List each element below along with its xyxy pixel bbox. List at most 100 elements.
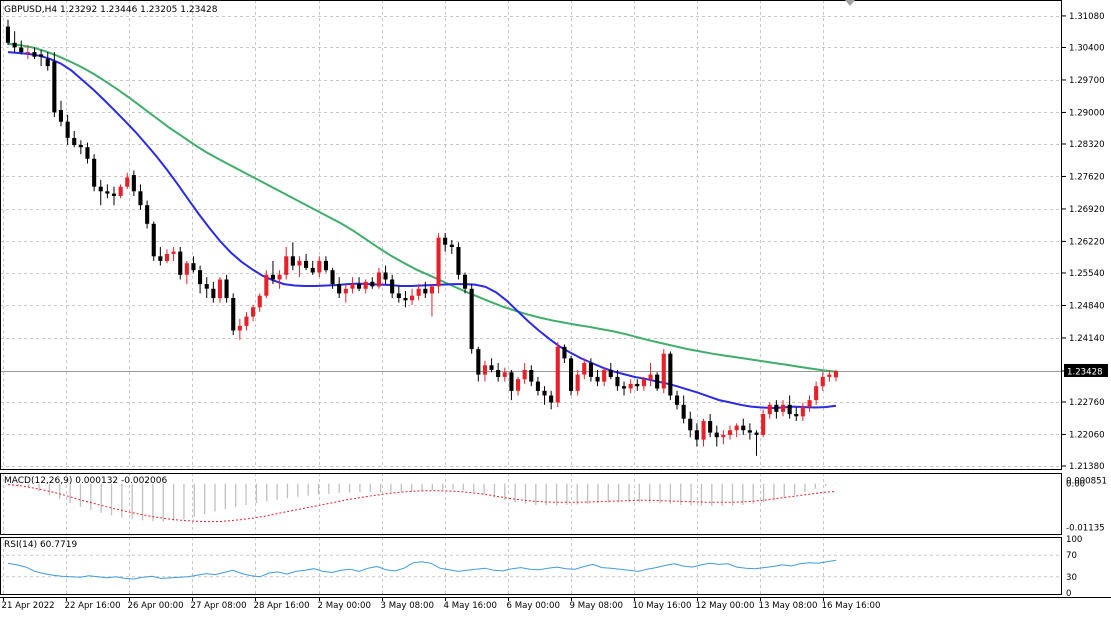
candle-body [125,177,130,187]
candle-body [575,374,580,391]
candle [641,376,646,391]
candle [403,291,408,308]
candle-body [284,256,289,275]
candle [72,130,77,148]
candles [5,19,838,456]
slow-moving-average-line [7,42,837,373]
candle [198,265,203,294]
candle-body [734,425,739,431]
price-tick-label: 1.21380 [1069,462,1105,472]
candle [827,369,832,382]
candle [111,186,116,206]
candle-body [747,430,752,433]
candle-body [694,430,699,440]
candle-body [681,404,686,419]
candle [237,318,242,340]
rsi-tick-label: 100 [1066,535,1082,545]
candle-body [588,363,593,377]
candle [794,407,799,421]
time-tick-label: 9 May 08:00 [570,601,623,611]
rsi-tick-label: 0 [1066,589,1071,599]
fast-moving-average-line [7,51,837,410]
rsi-panel [0,554,1062,580]
candle-body [111,193,116,196]
candle-body [721,434,726,438]
candle-body [25,52,30,54]
candle-body [820,376,825,387]
candle-body [489,365,494,370]
candle-body [138,191,143,206]
candle-body [383,272,388,280]
candle [774,400,779,419]
candle-body [277,274,282,280]
current-price-box [1064,363,1108,377]
candle [45,52,50,71]
price-panel-title: GBPUSD,H4 1.23292 1.23446 1.23205 1.2342… [4,5,218,15]
candle [138,184,143,210]
candle-body [158,256,163,261]
candle-body [741,425,746,431]
time-tick-label: 10 May 16:00 [633,601,692,611]
candle-body [151,223,156,257]
candle [5,19,10,46]
candle [675,390,680,410]
candle-body [701,421,706,440]
candle [608,362,613,380]
candle [529,365,534,387]
candle [681,395,686,424]
candle-body [529,370,534,382]
candle [330,267,335,289]
candle [655,372,660,391]
price-axis: 1.31080 1.30400 1.29700 1.29000 1.28320 1.276… [1062,12,1108,472]
candle-body [641,379,646,387]
candle-body [211,288,216,299]
candle [158,246,163,266]
candle [343,284,348,303]
candle [217,277,222,303]
candle-body [164,254,169,261]
rsi-line [7,559,837,580]
candle-body [304,260,309,268]
candle-body [357,284,362,289]
candle [582,358,587,380]
candle [191,256,196,273]
rsi-tick-label: 30 [1066,573,1077,583]
candle [463,272,468,294]
time-tick-label: 12 May 00:00 [696,601,755,611]
candle [714,425,719,447]
candle [337,277,342,299]
candle-body [787,404,792,415]
candle-body [237,325,242,331]
candle-body [65,121,70,138]
candle-body [761,414,766,435]
candle [814,381,819,405]
candle-body [257,295,262,308]
price-tick-label: 1.22760 [1069,398,1105,408]
panel-border [0,537,1062,595]
candle [807,395,812,412]
candle [290,242,295,271]
candle-body [443,237,448,245]
candle [767,402,772,419]
candle-body [562,346,567,359]
candle-body [343,288,348,294]
candle [615,369,620,391]
candle [820,372,825,391]
candle [376,267,381,289]
panel-border [0,0,1062,470]
candle-body [191,263,196,271]
price-tick-label: 1.24840 [1069,301,1105,311]
time-tick-label: 21 Apr 2022 [2,601,55,611]
candle [251,304,256,322]
candle-body [317,260,322,273]
price-grid [0,0,1062,595]
candle [694,423,699,447]
candle [131,170,136,196]
candle-body [376,272,381,287]
candle [482,360,487,382]
price-tick-label: 1.27620 [1069,172,1105,182]
candle-body [178,251,183,275]
candle-body [5,26,10,43]
candle-body [78,144,83,148]
time-tick-label: 26 Apr 00:00 [128,601,184,611]
